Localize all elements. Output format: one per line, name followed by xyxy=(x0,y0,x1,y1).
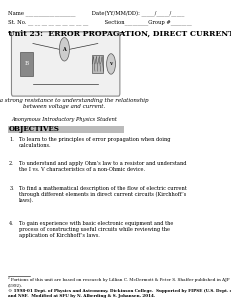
Text: Anonymous Introductory Physics Student: Anonymous Introductory Physics Student xyxy=(12,117,117,122)
Bar xyxy=(8,126,124,133)
Text: Unit 23:  ERROR PROPAGATION, DIRECT CURRENT CIRCUITS: Unit 23: ERROR PROPAGATION, DIRECT CURRE… xyxy=(8,30,231,38)
Text: A: A xyxy=(63,47,66,52)
Text: V: V xyxy=(109,62,113,66)
Circle shape xyxy=(107,54,116,74)
Text: 1.: 1. xyxy=(9,137,14,142)
FancyBboxPatch shape xyxy=(12,32,120,96)
Bar xyxy=(20,52,33,76)
Text: OBJECTIVES: OBJECTIVES xyxy=(9,125,60,134)
Text: To gain experience with basic electronic equipment and the
process of constructi: To gain experience with basic electronic… xyxy=(19,221,173,238)
Text: B: B xyxy=(24,61,29,66)
Text: To understand and apply Ohm’s law to a resistor and understand
the I vs. V chara: To understand and apply Ohm’s law to a r… xyxy=(19,161,187,172)
Text: To learn to the principles of error propagation when doing
calculations.: To learn to the principles of error prop… xyxy=(19,137,170,148)
Text: 4.: 4. xyxy=(9,221,14,226)
Bar xyxy=(92,55,103,73)
Circle shape xyxy=(59,38,70,61)
Text: 3.: 3. xyxy=(9,186,14,191)
Text: To find a mathematical description of the flow of electric current
through diffe: To find a mathematical description of th… xyxy=(19,186,187,203)
Text: ² Portions of this unit are based on research by Lillian C. McDermott & Peter S.: ² Portions of this unit are based on res… xyxy=(8,277,231,287)
Text: St. No. __ __ __ __ __ __ __ __ __          Section_________Group #________: St. No. __ __ __ __ __ __ __ __ __ Secti… xyxy=(8,20,191,25)
Text: © 1998-01 Dept. of Physics and Astronomy, Dickinson College.  Supported by FIPSE: © 1998-01 Dept. of Physics and Astronomy… xyxy=(8,289,231,298)
Text: 2.: 2. xyxy=(9,161,14,166)
Text: Name ___________________          Date(YY/MM/DD): _____/_____/_____: Name ___________________ Date(YY/MM/DD):… xyxy=(8,10,184,16)
Text: I have a strong resistance to understanding the relationship
between voltage and: I have a strong resistance to understand… xyxy=(0,98,148,109)
